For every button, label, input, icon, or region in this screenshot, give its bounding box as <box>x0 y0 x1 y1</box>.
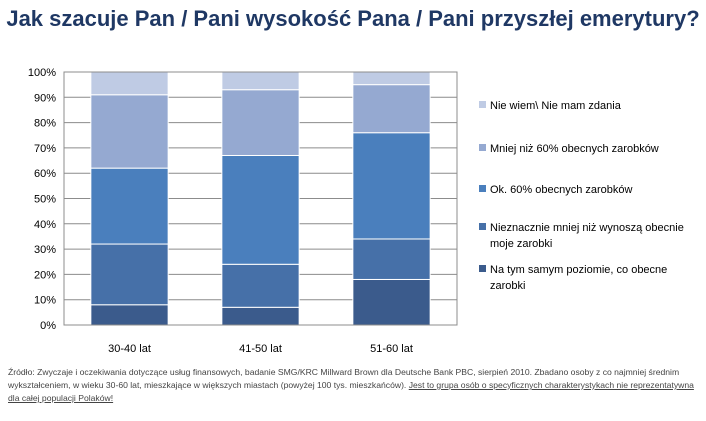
plot-area-frame <box>63 71 458 326</box>
legend-label: moje zarobki <box>490 238 552 250</box>
y-tick-label: 90% <box>34 92 56 104</box>
bars <box>90 71 431 326</box>
axes: 0% 10% 20% 30% 40% 50% 60% 70% 80% 90% 100% 30-40 l… <box>28 67 458 355</box>
x-tick-label: 41-50 lat <box>239 343 282 355</box>
x-tick-label: 51-60 lat <box>370 343 413 355</box>
bar-segment <box>90 71 169 96</box>
legend-label: Nie wiem\ Nie mam zdania <box>490 100 622 112</box>
x-tick-label: 30-40 lat <box>108 343 151 355</box>
y-tick-label: 30% <box>34 244 56 256</box>
bar-segment <box>221 71 300 91</box>
bar-segment <box>352 238 431 280</box>
legend-swatch <box>479 223 486 230</box>
legend-swatch <box>479 144 486 151</box>
bar-segment <box>90 94 169 169</box>
bar-segment <box>90 304 169 326</box>
legend-label: zarobki <box>490 280 525 292</box>
stacked-bar-chart: 0% 10% 20% 30% 40% 50% 60% 70% 80% 90% 100% 30-40 l… <box>28 67 684 355</box>
source-text: Źródło: Zwyczaje i oczekiwania dotyczące… <box>8 367 680 390</box>
y-tick-label: 70% <box>34 143 56 155</box>
legend-label: Mniej niż 60% obecnych zarobków <box>490 143 659 155</box>
legend-label: Na tym samym poziomie, co obecne <box>490 264 667 276</box>
bar-segment <box>352 71 431 86</box>
source-note: Źródło: Zwyczaje i oczekiwania dotyczące… <box>8 366 698 405</box>
legend-swatch <box>479 101 486 108</box>
legend-swatch <box>479 265 486 272</box>
y-tick-label: 20% <box>34 269 56 281</box>
legend: Nie wiem\ Nie mam zdania Mniej niż 60% ob… <box>479 100 684 292</box>
bar-segment <box>221 306 300 326</box>
source-disclaimer: Jest to grupa osób o specyficznych chara… <box>8 380 694 403</box>
y-tick-label: 10% <box>34 295 56 307</box>
bar-segment <box>221 263 300 308</box>
chart-title: Jak szacuje Pan / Pani wysokość Pana / P… <box>6 6 700 31</box>
legend-label: Ok. 60% obecnych zarobków <box>490 184 633 196</box>
legend-swatch <box>479 185 486 192</box>
bar-segment <box>352 132 431 240</box>
bar-segment <box>90 243 169 306</box>
y-tick-label: 60% <box>34 168 56 180</box>
bar-segment <box>352 278 431 326</box>
y-tick-label: 50% <box>34 194 56 206</box>
bar-segment <box>221 154 300 265</box>
y-tick-label: 80% <box>34 118 56 130</box>
bar-segment <box>90 167 169 245</box>
bar-segment <box>221 89 300 156</box>
y-tick-label: 40% <box>34 219 56 231</box>
bar-segment <box>352 84 431 134</box>
legend-label: Nieznacznie mniej niż wynoszą obecnie <box>490 222 684 234</box>
y-tick-label: 100% <box>28 67 56 79</box>
y-tick-label: 0% <box>40 320 56 332</box>
